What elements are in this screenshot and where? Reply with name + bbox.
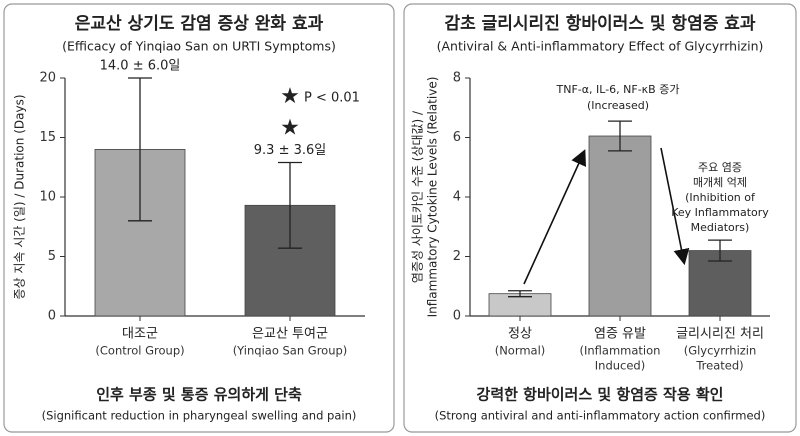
y-tick-label: 5	[48, 249, 56, 264]
y-tick-label: 6	[453, 130, 461, 145]
y-tick-label: 15	[39, 130, 56, 145]
y-tick-label: 0	[48, 309, 56, 324]
chart-subtitle: (Antiviral & Anti-inflammatory Effect of…	[437, 39, 764, 54]
x-tick-label: 대조군	[122, 327, 158, 342]
panel-frame	[3, 3, 395, 433]
y-axis-label: 증상 지속 시간 (일) / Duration (Days)	[13, 94, 27, 299]
significance-star: ★	[280, 84, 300, 109]
x-tick-note: (Normal)	[495, 344, 546, 358]
annotation: (Increased)	[587, 99, 649, 112]
y-axis-label: Inflammatory Cytokine Levels (Relative)	[426, 77, 440, 318]
y-axis-label: 염증성 사이토카인 수준 (상대값) /	[411, 110, 425, 283]
y-tick-label: 20	[39, 71, 56, 86]
y-tick-label: 4	[453, 190, 461, 205]
chart-title: 감초 글리시리진 항바이러스 및 항염증 효과	[444, 13, 755, 34]
significance-star: ★	[280, 115, 300, 140]
annotation: Key Inflammatory	[671, 206, 769, 219]
annotation: Mediators)	[691, 221, 750, 234]
annotation: TNF-α, IL-6, NF-κB 증가	[556, 83, 680, 96]
x-tick-label: 염증 유발	[594, 327, 646, 342]
x-tick-label: 은교산 투여군	[252, 327, 328, 342]
annotation: P < 0.01	[304, 91, 360, 106]
y-tick-label: 10	[39, 190, 56, 205]
y-tick-label: 2	[453, 249, 461, 264]
increase-arrow	[523, 149, 586, 285]
x-tick-note: (Control Group)	[95, 344, 184, 358]
chart-subtitle: (Efficacy of Yinqiao San on URTI Symptom…	[62, 39, 336, 54]
chart-title: 은교산 상기도 감염 증상 완화 효과	[75, 14, 324, 34]
annotation: 매개체 억제	[693, 176, 747, 189]
value-label: 9.3 ± 3.6일	[254, 143, 326, 158]
y-tick-label: 8	[453, 71, 461, 86]
value-label: 14.0 ± 6.0일	[100, 59, 181, 74]
y-tick-label: 0	[453, 309, 461, 324]
x-tick-note: Treated)	[695, 359, 743, 373]
x-tick-note: Induced)	[595, 359, 645, 373]
annotation: 주요 염증	[698, 161, 742, 174]
bar	[588, 135, 652, 317]
footer: 강력한 항바이러스 및 항염증 작용 확인	[477, 386, 724, 404]
x-tick-note: (Inflammation	[580, 344, 661, 358]
footer-note: (Significant reduction in pharyngeal swe…	[42, 409, 357, 423]
x-tick-note: (Glycyrrhizin	[684, 344, 757, 358]
x-tick-label: 정상	[508, 327, 532, 342]
x-tick-label: 글리시리진 처리	[676, 327, 764, 342]
decrease-arrow	[660, 147, 690, 266]
annotation: (Inhibition of	[685, 191, 756, 204]
footer-note: (Strong antiviral and anti-inflammatory …	[435, 409, 766, 423]
x-tick-note: (Yinqiao San Group)	[233, 344, 348, 358]
footer: 인후 부종 및 통증 유의하게 단축	[96, 386, 302, 404]
